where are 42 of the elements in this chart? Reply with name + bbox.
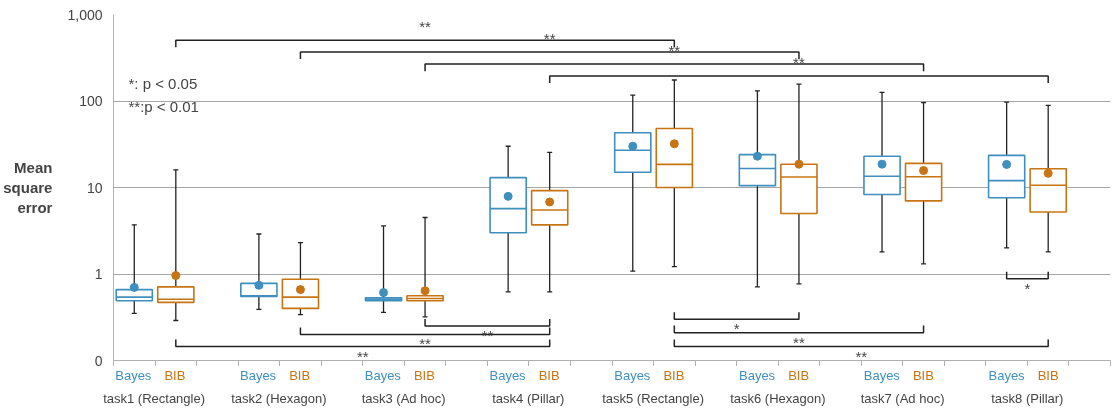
text: Bayes: [738, 367, 776, 383]
x-tick-label: task4 (Pillar): [492, 390, 565, 406]
text: Bayes: [364, 367, 401, 383]
x-tick-label: task1 (Rectangle): [103, 390, 206, 406]
annotation: **: [668, 42, 681, 60]
x-tick-label: task3 (Ad hoc): [361, 390, 446, 406]
y-tick-label: 1: [94, 266, 103, 282]
annotation: *: [1024, 279, 1031, 297]
text: Bayes: [614, 367, 651, 383]
y-tick-label: 10: [86, 179, 103, 196]
text: Bayes: [988, 367, 1025, 383]
annotation: **: [793, 333, 805, 351]
y-tick-label: 1,000: [67, 6, 103, 23]
x-tick-label: task6 (Hexagon): [730, 390, 826, 406]
annotation: *: [733, 320, 740, 338]
text: Bayes: [115, 367, 152, 383]
annotation: **: [419, 335, 432, 353]
y-axis-title: Mean square error: [3, 158, 53, 217]
x-tick-label: task7 (Ad hoc): [860, 390, 945, 406]
x-tick-label: task2 (Hexagon): [231, 390, 327, 406]
annotation: *: p < 0.05: [128, 74, 198, 92]
text: Bayes: [863, 367, 900, 383]
x-tick-label: task8 (Pillar): [991, 390, 1064, 406]
text: Bayes: [489, 367, 526, 383]
text: BIB: [413, 367, 435, 383]
text: BIB: [164, 367, 186, 383]
text: BIB: [663, 367, 685, 383]
text: BIB: [1037, 367, 1059, 383]
x-tick-label: task5 (Rectangle): [602, 390, 705, 406]
y-tick-label: 0: [94, 352, 103, 369]
annotation: **: [356, 347, 369, 365]
text: BIB: [788, 367, 810, 383]
annotation: **:p < 0.01: [128, 97, 199, 115]
text: BIB: [912, 367, 934, 383]
annotation: **: [419, 18, 432, 36]
text: BIB: [538, 367, 560, 383]
text: Bayes: [239, 367, 277, 383]
text: BIB: [289, 367, 311, 383]
annotation: **: [855, 347, 868, 365]
annotation: **: [793, 53, 805, 71]
y-tick-label: 100: [79, 93, 103, 109]
annotation: **: [543, 30, 556, 48]
